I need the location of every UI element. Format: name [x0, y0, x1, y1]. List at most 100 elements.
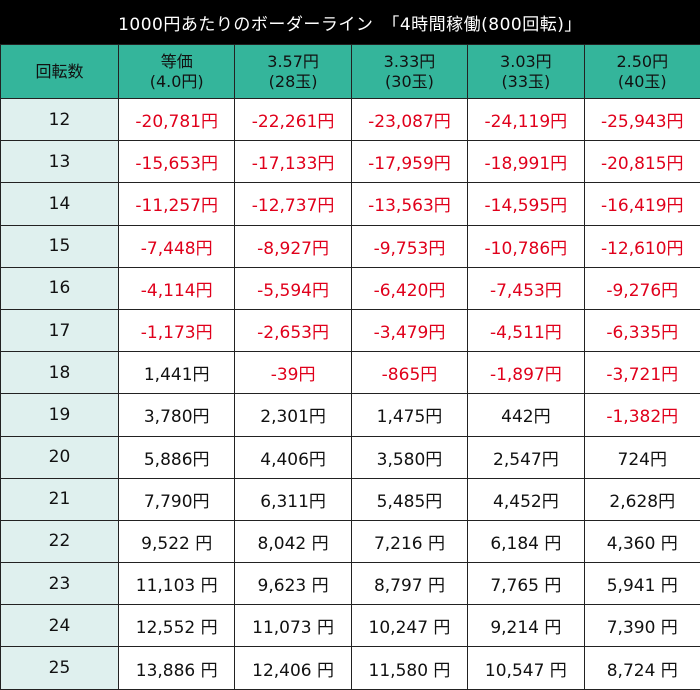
value-cell: -6,335円	[584, 309, 700, 351]
table-row: 15-7,448円-8,927円-9,753円-10,786円-12,610円	[1, 225, 700, 267]
header-col-2-line2: (28玉)	[235, 72, 350, 92]
header-col-3: 3.33円(30玉)	[351, 45, 467, 99]
value-cell: -16,419円	[584, 183, 700, 225]
value-cell: -6,420円	[351, 267, 467, 309]
value-cell: -3,721円	[584, 352, 700, 394]
rotation-cell: 14	[1, 183, 119, 225]
table-row: 16-4,114円-5,594円-6,420円-7,453円-9,276円	[1, 267, 700, 309]
value-cell: 5,886円	[119, 436, 235, 478]
header-col-5-line1: 2.50円	[585, 52, 700, 72]
value-cell: -18,991円	[468, 141, 584, 183]
value-cell: 11,580 円	[351, 647, 467, 689]
value-cell: -24,119円	[468, 99, 584, 141]
table-title: 1000円あたりのボーダーライン 「4時間稼働(800回転)」	[0, 0, 700, 44]
value-cell: 4,360 円	[584, 520, 700, 562]
value-cell: -10,786円	[468, 225, 584, 267]
value-cell: -1,173円	[119, 309, 235, 351]
value-cell: 8,042 円	[235, 520, 351, 562]
table-row: 13-15,653円-17,133円-17,959円-18,991円-20,81…	[1, 141, 700, 183]
header-col-3-line1: 3.33円	[352, 52, 467, 72]
header-col-1: 等価(4.0円)	[119, 45, 235, 99]
value-cell: -14,595円	[468, 183, 584, 225]
value-cell: 6,184 円	[468, 520, 584, 562]
header-col-2: 3.57円(28玉)	[235, 45, 351, 99]
value-cell: -13,563円	[351, 183, 467, 225]
value-cell: -1,897円	[468, 352, 584, 394]
header-col-4-line2: (33玉)	[468, 72, 583, 92]
value-cell: 8,797 円	[351, 563, 467, 605]
value-cell: 13,886 円	[119, 647, 235, 689]
border-line-table: 回転数 等価(4.0円) 3.57円(28玉) 3.33円(30玉) 3.03円…	[0, 44, 700, 690]
value-cell: 2,628円	[584, 478, 700, 520]
value-cell: 3,780円	[119, 394, 235, 436]
value-cell: -17,133円	[235, 141, 351, 183]
value-cell: 442円	[468, 394, 584, 436]
value-cell: -865円	[351, 352, 467, 394]
rotation-cell: 24	[1, 605, 119, 647]
header-col-3-line2: (30玉)	[352, 72, 467, 92]
rotation-cell: 17	[1, 309, 119, 351]
rotation-cell: 25	[1, 647, 119, 689]
table-row: 12-20,781円-22,261円-23,087円-24,119円-25,94…	[1, 99, 700, 141]
value-cell: -7,448円	[119, 225, 235, 267]
value-cell: 4,452円	[468, 478, 584, 520]
table-body: 12-20,781円-22,261円-23,087円-24,119円-25,94…	[1, 99, 700, 690]
value-cell: -12,737円	[235, 183, 351, 225]
value-cell: 9,214 円	[468, 605, 584, 647]
value-cell: 2,547円	[468, 436, 584, 478]
rotation-cell: 19	[1, 394, 119, 436]
table-row: 14-11,257円-12,737円-13,563円-14,595円-16,41…	[1, 183, 700, 225]
header-col-1-line1: 等価	[119, 52, 234, 72]
value-cell: 5,941 円	[584, 563, 700, 605]
value-cell: -2,653円	[235, 309, 351, 351]
value-cell: 10,247 円	[351, 605, 467, 647]
value-cell: -3,479円	[351, 309, 467, 351]
header-col-4: 3.03円(33玉)	[468, 45, 584, 99]
header-col-5: 2.50円(40玉)	[584, 45, 700, 99]
value-cell: 12,406 円	[235, 647, 351, 689]
table-header: 回転数 等価(4.0円) 3.57円(28玉) 3.33円(30玉) 3.03円…	[1, 45, 700, 99]
value-cell: 2,301円	[235, 394, 351, 436]
value-cell: 7,765 円	[468, 563, 584, 605]
header-col-5-line2: (40玉)	[585, 72, 700, 92]
table-row: 17-1,173円-2,653円-3,479円-4,511円-6,335円	[1, 309, 700, 351]
header-row: 回転数 等価(4.0円) 3.57円(28玉) 3.33円(30玉) 3.03円…	[1, 45, 700, 99]
rotation-cell: 13	[1, 141, 119, 183]
value-cell: -4,114円	[119, 267, 235, 309]
value-cell: -9,753円	[351, 225, 467, 267]
value-cell: -4,511円	[468, 309, 584, 351]
value-cell: -39円	[235, 352, 351, 394]
value-cell: 7,790円	[119, 478, 235, 520]
value-cell: 7,390 円	[584, 605, 700, 647]
value-cell: -20,781円	[119, 99, 235, 141]
header-col-2-line1: 3.57円	[235, 52, 350, 72]
value-cell: 12,552 円	[119, 605, 235, 647]
value-cell: 11,103 円	[119, 563, 235, 605]
rotation-cell: 16	[1, 267, 119, 309]
value-cell: 7,216 円	[351, 520, 467, 562]
value-cell: 5,485円	[351, 478, 467, 520]
value-cell: -17,959円	[351, 141, 467, 183]
value-cell: 8,724 円	[584, 647, 700, 689]
value-cell: -25,943円	[584, 99, 700, 141]
value-cell: -1,382円	[584, 394, 700, 436]
value-cell: -7,453円	[468, 267, 584, 309]
value-cell: -12,610円	[584, 225, 700, 267]
value-cell: -8,927円	[235, 225, 351, 267]
value-cell: 9,522 円	[119, 520, 235, 562]
header-rotation: 回転数	[1, 45, 119, 99]
value-cell: -15,653円	[119, 141, 235, 183]
value-cell: -23,087円	[351, 99, 467, 141]
rotation-cell: 22	[1, 520, 119, 562]
header-col-1-line2: (4.0円)	[119, 72, 234, 92]
value-cell: -20,815円	[584, 141, 700, 183]
